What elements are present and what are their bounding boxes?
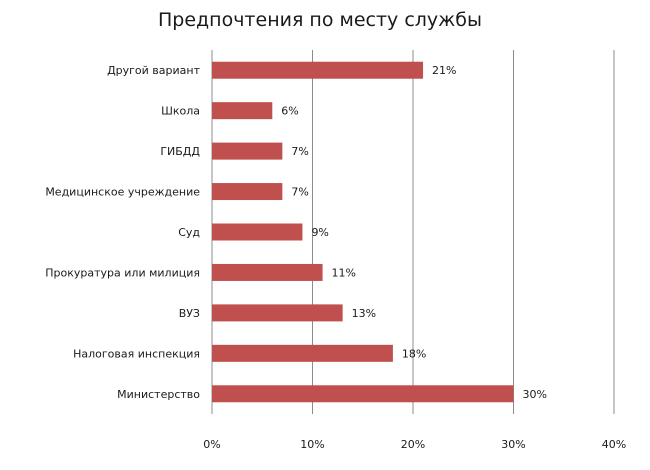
x-tick-label: 0% bbox=[203, 438, 220, 451]
labels: 0% 10% 20% 30% 40% Другой вариант 21% Школа 6% ГИ… bbox=[45, 64, 626, 451]
bar bbox=[212, 183, 283, 201]
data-label: 13% bbox=[352, 307, 376, 320]
data-label: 9% bbox=[311, 226, 328, 239]
data-label: 7% bbox=[291, 186, 308, 199]
data-label: 21% bbox=[432, 64, 456, 77]
data-label: 7% bbox=[291, 145, 308, 158]
data-label: 6% bbox=[281, 105, 298, 118]
category-label: Прокуратура или милиция bbox=[45, 266, 200, 279]
bar bbox=[212, 142, 283, 160]
x-tick-label: 20% bbox=[401, 438, 425, 451]
bars bbox=[212, 61, 514, 403]
bar bbox=[212, 304, 343, 322]
bar bbox=[212, 102, 273, 120]
bar bbox=[212, 61, 424, 79]
bar bbox=[212, 263, 323, 281]
category-label: Министерство bbox=[117, 388, 200, 401]
category-label: Медицинское учреждение bbox=[45, 186, 200, 199]
x-tick-label: 40% bbox=[602, 438, 626, 451]
bar bbox=[212, 223, 303, 241]
chart-title: Предпочтения по месту службы bbox=[158, 9, 482, 31]
bar bbox=[212, 344, 393, 362]
x-tick-label: 10% bbox=[300, 438, 324, 451]
bar bbox=[212, 385, 514, 403]
category-label: ГИБДД bbox=[160, 145, 200, 158]
category-label: Другой вариант bbox=[107, 64, 201, 77]
category-label: Налоговая инспекция bbox=[73, 347, 200, 360]
category-label: ВУЗ bbox=[179, 307, 200, 320]
data-label: 30% bbox=[523, 388, 547, 401]
category-label: Школа bbox=[161, 105, 200, 118]
category-label: Суд bbox=[178, 226, 200, 239]
data-label: 18% bbox=[402, 347, 426, 360]
x-tick-label: 30% bbox=[501, 438, 525, 451]
data-label: 11% bbox=[332, 266, 356, 279]
